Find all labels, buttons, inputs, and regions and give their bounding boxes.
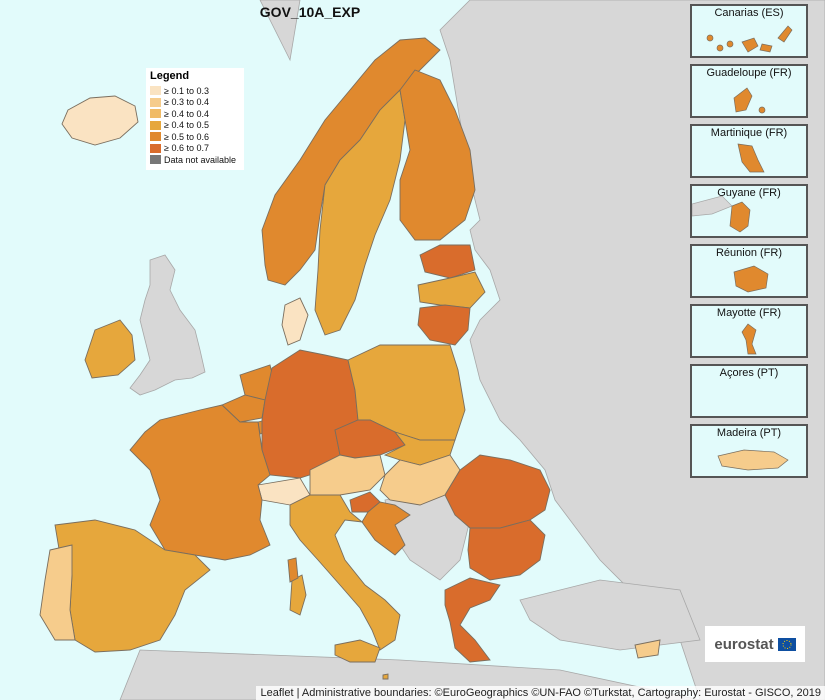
legend-swatch [150, 97, 161, 107]
legend-title: Legend [150, 70, 190, 82]
legend-label: ≥ 0.1 to 0.3 [164, 85, 209, 96]
country-sardinia [289, 574, 307, 616]
region-turkey [519, 579, 701, 651]
country-greece [444, 577, 501, 663]
inset-mayotte[interactable]: Mayotte (FR) [690, 304, 808, 358]
inset-guyane-shape [692, 195, 751, 233]
inset-acores[interactable]: Açores (PT) [690, 364, 808, 418]
legend-swatch [150, 155, 161, 165]
legend-swatch [150, 132, 161, 142]
legend-label: Data not available [164, 154, 237, 165]
inset-canarias[interactable]: Canarias (ES) [690, 4, 808, 58]
inset-martinique[interactable]: Martinique (FR) [690, 124, 808, 178]
inset-title: Canarias (ES) [714, 7, 784, 19]
country-cyprus [634, 639, 661, 659]
legend-swatch [150, 143, 161, 153]
country-malta [382, 673, 389, 680]
legend-item: Data not available [150, 154, 240, 166]
eurostat-logo: eurostat [705, 626, 805, 662]
country-latvia [417, 271, 486, 309]
country-lithuania [417, 304, 471, 346]
legend-item: ≥ 0.3 to 0.4 [150, 97, 240, 109]
inset-guadeloupe-shape [733, 87, 766, 114]
legend-label: ≥ 0.6 to 0.7 [164, 143, 209, 154]
legend-item: ≥ 0.6 to 0.7 [150, 143, 240, 155]
legend-item: ≥ 0.1 to 0.3 [150, 85, 240, 97]
inset-title: Guyane (FR) [717, 187, 781, 199]
attribution: Leaflet | Administrative boundaries: ©Eu… [256, 686, 825, 700]
legend-item: ≥ 0.4 to 0.5 [150, 120, 240, 132]
inset-title: Réunion (FR) [715, 247, 783, 259]
inset-title: Martinique (FR) [710, 127, 788, 139]
country-corsica [287, 557, 299, 583]
country-finland [399, 69, 476, 241]
legend-swatch [150, 86, 161, 96]
inset-madeira-shape [717, 449, 789, 471]
country-iceland [61, 95, 139, 146]
country-sicily [334, 639, 381, 663]
inset-martinique-shape [737, 143, 765, 173]
legend-label: ≥ 0.4 to 0.5 [164, 120, 209, 131]
region-uk [129, 254, 206, 396]
country-bulgaria [467, 519, 546, 581]
inset-canarias-shape [706, 25, 793, 53]
eu-flag-icon [777, 637, 796, 651]
inset-reunion-shape [733, 265, 769, 293]
inset-madeira[interactable]: Madeira (PT) [690, 424, 808, 478]
legend-item: ≥ 0.5 to 0.6 [150, 131, 240, 143]
inset-reunion[interactable]: Réunion (FR) [690, 244, 808, 298]
inset-mayotte-shape [741, 323, 757, 355]
region-norway-bg [259, 0, 301, 62]
map-title: GOV_10A_EXP [259, 4, 361, 20]
legend-label: ≥ 0.5 to 0.6 [164, 131, 209, 142]
legend-label: ≥ 0.3 to 0.4 [164, 97, 209, 108]
inset-title: Mayotte (FR) [716, 307, 782, 319]
country-estonia [419, 244, 476, 279]
inset-guadeloupe[interactable]: Guadeloupe (FR) [690, 64, 808, 118]
inset-title: Açores (PT) [719, 367, 779, 379]
country-portugal [39, 544, 76, 641]
country-italy [289, 494, 401, 651]
legend-swatch [150, 109, 161, 119]
country-sweden [314, 89, 406, 336]
logo-text: eurostat [714, 635, 774, 653]
legend-swatch [150, 120, 161, 130]
country-ireland [84, 319, 136, 379]
legend-item: ≥ 0.4 to 0.4 [150, 108, 240, 120]
country-croatia [361, 501, 411, 556]
inset-title: Guadeloupe (FR) [706, 67, 792, 79]
country-france [129, 404, 271, 561]
legend-label: ≥ 0.4 to 0.4 [164, 108, 209, 119]
country-romania [444, 454, 551, 529]
inset-title: Madeira (PT) [716, 427, 782, 439]
country-denmark [281, 297, 309, 346]
inset-guyane[interactable]: Guyane (FR) [690, 184, 808, 238]
legend: Legend ≥ 0.1 to 0.3 ≥ 0.3 to 0.4 ≥ 0.4 t… [146, 68, 244, 170]
